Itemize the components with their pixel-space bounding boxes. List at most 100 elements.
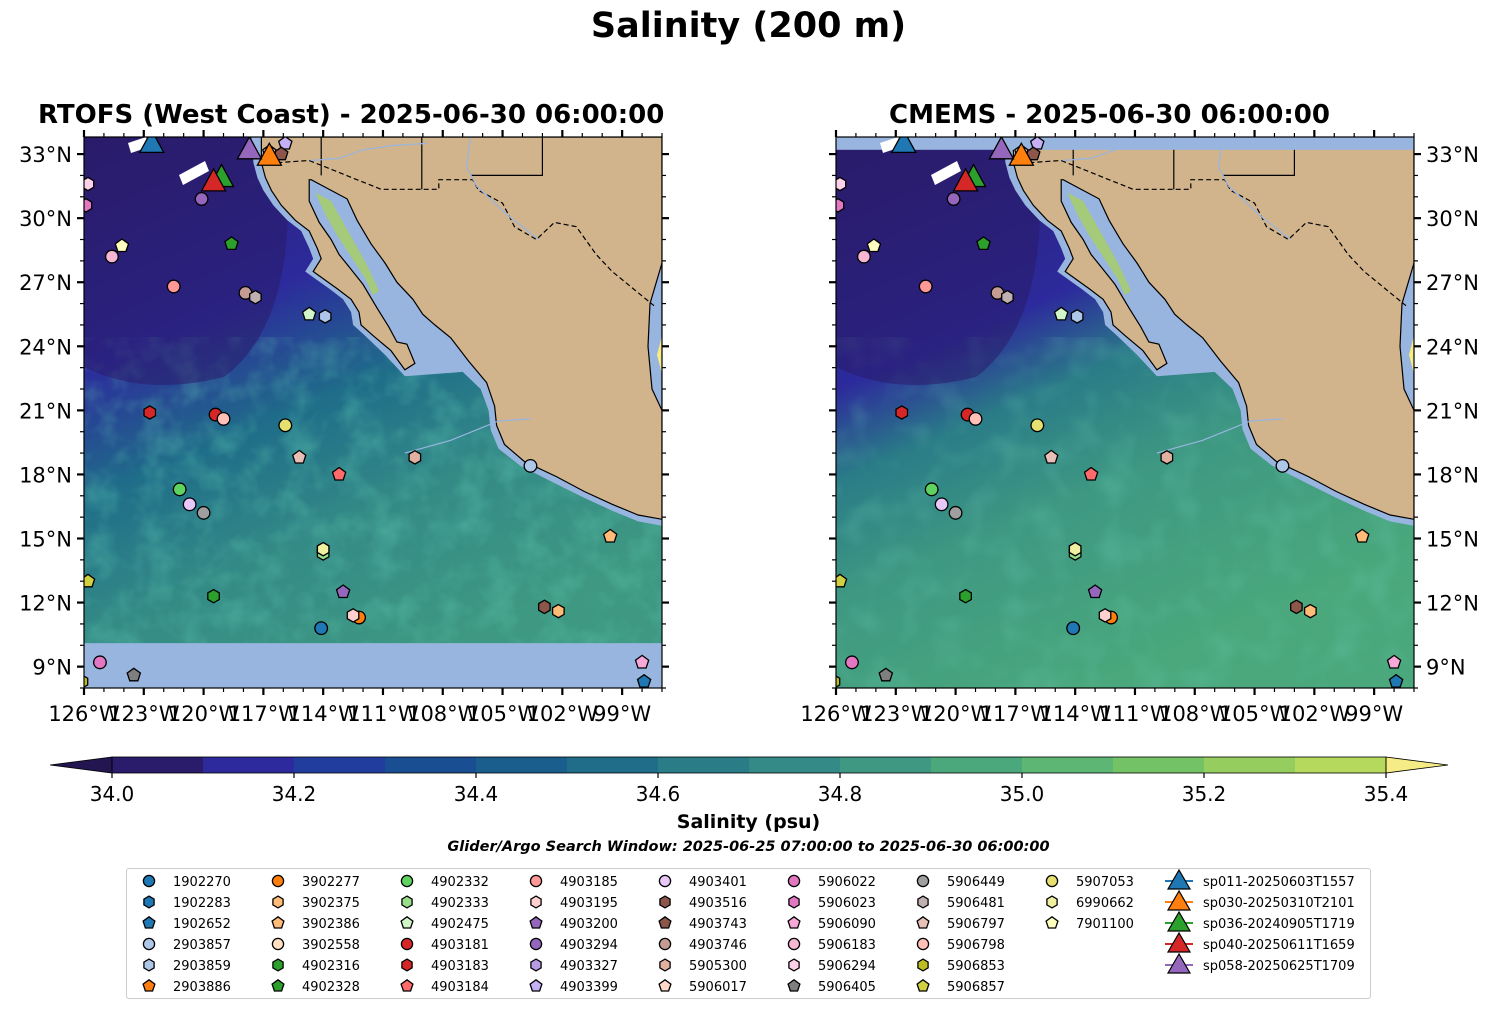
float-4902475 [1053, 306, 1069, 321]
float-4903401 [182, 497, 197, 512]
map-frame-cmems [835, 136, 1415, 689]
legend-label: 4903399 [560, 980, 618, 995]
x-tick-label: 126°W [48, 702, 120, 726]
legend-label: 4903294 [560, 938, 618, 953]
x-tick-label: 126°W [800, 702, 872, 726]
legend-marker-4903327 [530, 958, 542, 972]
float-4902316 [959, 588, 972, 604]
float-5906090 [1386, 654, 1402, 669]
domain-top-nodata [836, 137, 1414, 150]
colorbar: 34.0 34.2 34.4 34.6 34.8 35.0 35.2 35.4 [49, 756, 1449, 806]
glider-sp040-20250611T1659 [952, 167, 979, 192]
y-tick-label: 9°N [32, 656, 72, 680]
glider-heading-arrow [128, 137, 149, 153]
legend-marker-4903746 [658, 937, 672, 951]
float-4902332 [172, 482, 187, 497]
float-5906022 [844, 655, 859, 670]
y-tick-label: 33°N [1426, 143, 1479, 167]
legend-label: 3902375 [302, 896, 360, 911]
panel-title-cmems: CMEMS - 2025-06-30 06:00:00 [889, 100, 1330, 130]
legend-label: 4902333 [431, 896, 489, 911]
gulf-high-salinity-rtofs [315, 192, 379, 295]
y-tick-label: 27°N [19, 271, 72, 295]
colorbar-tick-label: 35.4 [1364, 782, 1409, 806]
figure-title: Salinity (200 m) [590, 6, 907, 46]
float-4903184 [1083, 466, 1099, 481]
legend-label: 4903746 [689, 938, 747, 953]
legend-marker-5906797 [916, 915, 930, 929]
float-5906857 [836, 573, 848, 588]
colorbar-extend-low [49, 756, 113, 774]
x-tick-label: 99°W [1345, 702, 1403, 726]
legend-marker-5906183 [787, 937, 801, 951]
float-4903195 [346, 608, 360, 623]
float-4903195 [1098, 608, 1112, 623]
float-5906797 [1043, 449, 1059, 464]
x-tick-label: 105°W [467, 702, 539, 726]
glider-heading-arrow [179, 161, 209, 185]
colorbar-bin [112, 757, 204, 773]
legend-marker-sp030-20250310T2101 [1166, 889, 1192, 911]
float-4903200 [335, 584, 351, 599]
y-tick-label: 15°N [19, 528, 72, 552]
river-rio-grande-rtofs [466, 137, 539, 240]
x-tick-label: 117°W [980, 702, 1052, 726]
legend-label: 4903185 [560, 875, 618, 890]
gulf-high-salinity-cmems [1067, 192, 1131, 295]
legend-marker-5907053 [1045, 874, 1059, 888]
y-tick-label: 33°N [19, 143, 72, 167]
legend-label: 4903516 [689, 896, 747, 911]
float-5906183 [104, 249, 119, 264]
float-2903886 [671, 337, 684, 350]
map-frame-rtofs [83, 136, 663, 689]
legend-marker-4903200 [529, 915, 543, 929]
y-tick-label: 30°N [19, 207, 72, 231]
map-panel-rtofs: 126°W123°W120°W117°W114°W111°W108°W105°W… [19, 130, 684, 726]
x-tick-label: 102°W [1279, 702, 1351, 726]
legend: 1902270 1902283 1902652 2903857 2903859 29038… [126, 868, 1371, 999]
legend-marker-3902386 [271, 915, 285, 929]
colorbar-bin [1113, 757, 1205, 773]
float-5906797 [291, 449, 307, 464]
legend-label: sp040-20250611T1659 [1203, 938, 1355, 953]
legend-label: 4903200 [560, 917, 618, 932]
national-border-rtofs [261, 159, 655, 307]
legend-label: 4903181 [431, 938, 489, 953]
legend-label: 5906857 [947, 980, 1005, 995]
river-gila-rtofs [311, 142, 427, 162]
legend-marker-4902333 [401, 895, 413, 909]
x-tick-label: 111°W [1099, 702, 1171, 726]
x-tick-label: 120°W [920, 702, 992, 726]
map-panel-cmems: 126°W123°W120°W117°W114°W111°W108°W105°W… [800, 130, 1479, 726]
legend-marker-5906857 [916, 978, 930, 992]
legend-label: 4903195 [560, 896, 618, 911]
legend-label: 6990662 [1076, 896, 1134, 911]
float-5906857 [84, 573, 96, 588]
legend-marker-5906022 [787, 874, 801, 888]
float-5907053 [1030, 418, 1045, 433]
float-5906449 [948, 505, 963, 520]
legend-label: 1902270 [173, 875, 231, 890]
colorbar-bin [1295, 757, 1387, 773]
legend-label: 5906481 [947, 896, 1005, 911]
x-tick-label: 99°W [593, 702, 651, 726]
legend-label: sp058-20250625T1709 [1203, 959, 1355, 974]
float-4903183 [143, 405, 157, 420]
legend-marker-4902332 [400, 874, 414, 888]
legend-marker-3902558 [271, 937, 285, 951]
float-4903399 [277, 137, 293, 150]
glider-sp030-20250310T2101 [256, 141, 283, 166]
legend-marker-sp058-20250625T1709 [1166, 952, 1192, 974]
colorbar-label: Salinity (psu) [676, 811, 821, 833]
legend-label: 4903743 [689, 917, 747, 932]
float-4902328 [224, 236, 239, 251]
legend-marker-7901100 [1045, 915, 1059, 929]
colorbar-bin [567, 757, 659, 773]
y-tick-label: 9°N [1426, 656, 1466, 680]
float-5905300 [408, 449, 422, 465]
glider-sp058-20250625T1709 [988, 137, 1015, 160]
legend-marker-4903399 [529, 978, 543, 992]
legend-marker-2903859 [143, 958, 155, 972]
float-5907053 [278, 418, 293, 433]
